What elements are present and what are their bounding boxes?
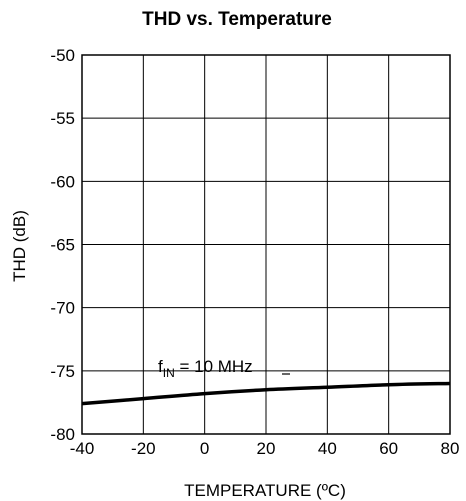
annotation-label: fIN = 10 MHz [158,357,253,380]
y-tick-label: -50 [50,46,75,65]
annotation-rest: = 10 MHz [175,357,253,376]
y-tick-labels: -50 -55 -60 -65 -70 -75 -80 [50,46,75,444]
x-tick-label: 20 [257,439,276,458]
y-tick-label: -65 [50,236,75,255]
series-layer [81,381,451,406]
x-tick-labels: -40 -20 0 20 40 60 80 [70,439,460,458]
x-tick-label: 60 [379,439,398,458]
x-axis-label: TEMPERATURE (ºC) [184,481,346,500]
y-tick-label: -60 [50,172,75,191]
y-tick-label: -75 [50,362,75,381]
x-tick-label: -40 [70,439,95,458]
chart-title: THD vs. Temperature [142,9,332,30]
y-axis-label: THD (dB) [10,210,29,282]
annotation-main: f [158,357,163,376]
annotation-subscript: IN [163,366,175,380]
y-tick-label: -80 [50,425,75,444]
y-tick-label: -70 [50,299,75,318]
x-tick-label: 80 [441,439,460,458]
x-tick-label: -20 [131,439,156,458]
plot-frame [81,54,451,435]
y-tick-label: -55 [50,109,75,128]
x-tick-label: 40 [318,439,337,458]
x-tick-label: 0 [200,439,209,458]
grid [81,54,451,435]
series-line [81,381,451,406]
